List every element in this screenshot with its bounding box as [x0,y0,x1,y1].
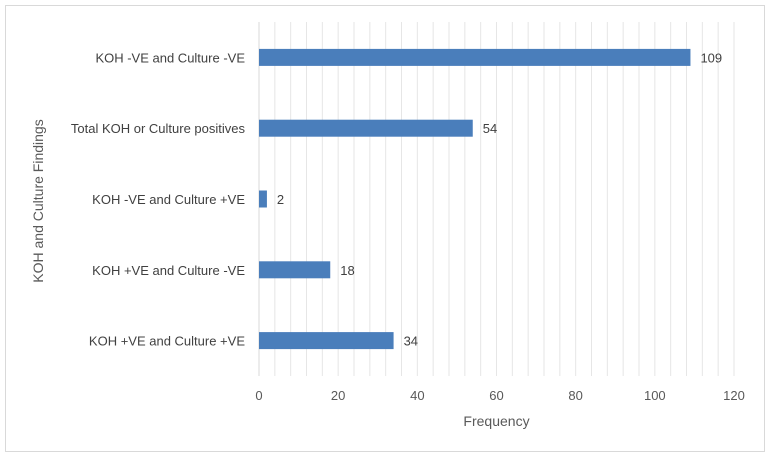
x-tick-label: 120 [723,388,745,403]
bar [259,48,691,66]
x-tick-label: 0 [255,388,262,403]
data-label: 18 [340,263,354,278]
bars [259,48,691,350]
category-label: KOH +VE and Culture -VE [92,263,245,278]
x-tick-label: 40 [410,388,424,403]
category-label: KOH -VE and Culture +VE [92,192,245,207]
y-axis-title: KOH and Culture Findings [30,119,46,282]
x-tick-label: 60 [489,388,503,403]
x-axis-title: Frequency [463,413,529,429]
grid-lines [258,22,735,376]
bar [259,261,331,279]
x-tick-labels: 0 20 40 60 80 100 120 [255,388,744,403]
category-label: KOH -VE and Culture -VE [95,50,245,65]
category-label: KOH +VE and Culture +VE [89,334,245,349]
category-labels: KOH -VE and Culture -VE Total KOH or Cult… [71,50,246,348]
bar [259,119,473,137]
bar [259,190,267,208]
x-tick-label: 80 [568,388,582,403]
data-label: 2 [277,192,284,207]
x-tick-label: 20 [331,388,345,403]
data-label: 54 [483,121,497,136]
data-label: 34 [404,334,418,349]
data-label: 109 [700,50,722,65]
category-label: Total KOH or Culture positives [71,121,246,136]
data-labels: 109 54 2 18 34 [277,50,722,348]
bar [259,332,394,350]
chart-frame [5,5,765,452]
x-tick-label: 100 [644,388,666,403]
